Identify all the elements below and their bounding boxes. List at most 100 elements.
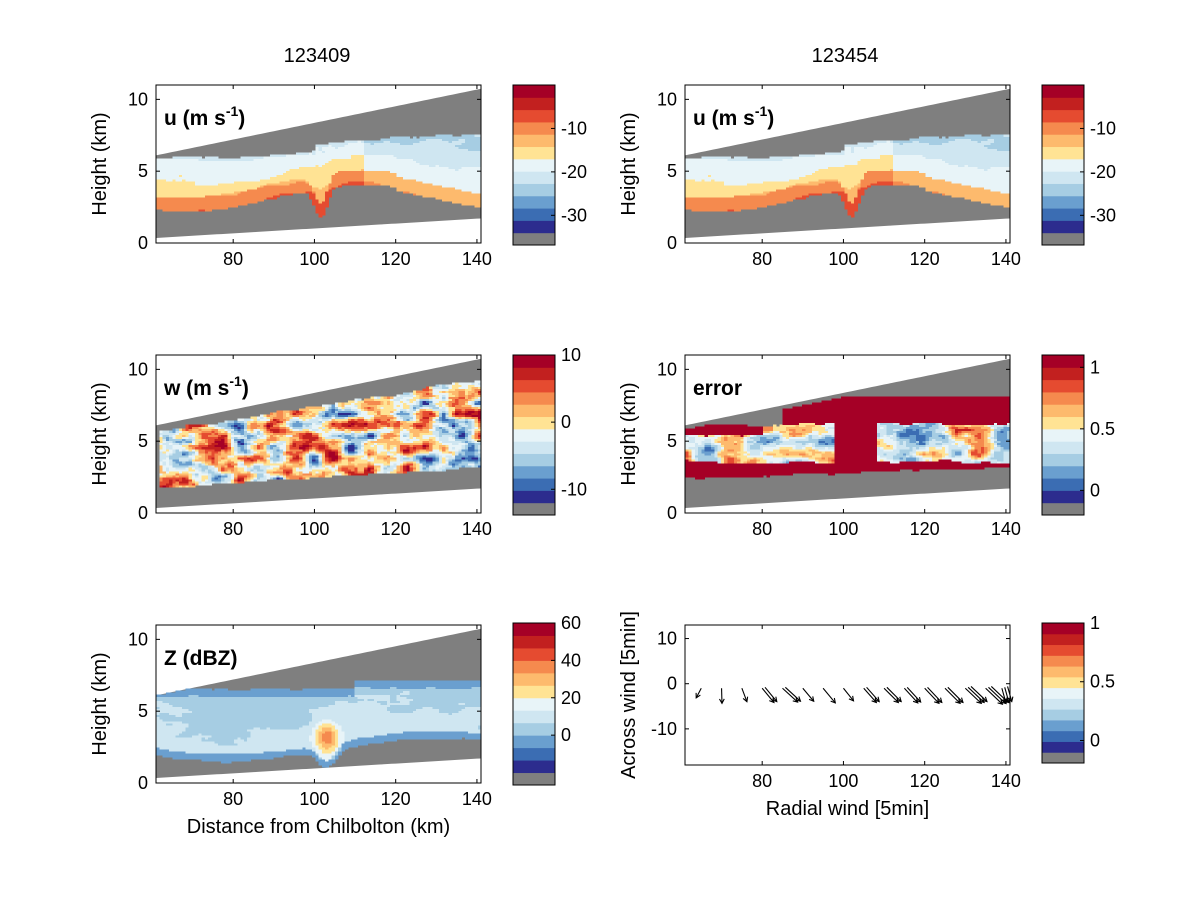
wind-arrow	[964, 687, 983, 705]
colorbar-swatch	[513, 672, 555, 686]
y-tick-label: 10	[128, 89, 148, 109]
plot-background	[685, 625, 1010, 765]
x-tick-label: 120	[381, 519, 411, 539]
colorbar-swatch	[1042, 134, 1084, 148]
y-tick-label: 0	[667, 233, 677, 253]
y-tick-label: 5	[667, 431, 677, 451]
colorbar-tick-label: -30	[1090, 205, 1116, 225]
axes-frame	[155, 624, 482, 784]
axes-frame	[684, 624, 1011, 766]
y-tick-label: 10	[128, 629, 148, 649]
colorbar-swatch	[513, 490, 555, 504]
colorbar-swatch	[513, 441, 555, 454]
panel-top-right: 80 100 120 140 0 5 10 Height (km) u (m s-1) -30 -2…	[618, 84, 1116, 269]
wind-arrow	[883, 687, 900, 704]
x-tick-label: 80	[752, 519, 772, 539]
colorbar-swatch	[513, 747, 555, 761]
colorbar-swatch	[513, 697, 555, 711]
x-tick-label: 80	[223, 519, 243, 539]
colorbar-swatch	[1042, 478, 1084, 491]
x-tick-label: 80	[752, 771, 772, 791]
y-axis-label: Height (km)	[89, 382, 111, 485]
wind-arrow	[967, 686, 985, 704]
x-tick-label: 120	[381, 249, 411, 269]
colorbar-swatch	[513, 97, 555, 111]
colorbar-swatch	[1042, 367, 1084, 381]
colorbar-swatch	[1042, 416, 1084, 430]
wind-arrow	[843, 687, 855, 702]
y-tick-label: 5	[138, 161, 148, 181]
colorbar-frame	[1041, 622, 1085, 764]
wind-arrow	[886, 686, 902, 703]
wind-arrow	[761, 687, 775, 704]
x-tick-label: 100	[828, 771, 858, 791]
plot-area	[685, 85, 1010, 243]
colorbar: -30 -20 -10	[512, 84, 587, 246]
field-Z	[156, 680, 481, 768]
panel-bottom-left: 80 100 120 140 0 5 10 Height (km) Distance from …	[89, 613, 581, 838]
colorbar-swatch	[513, 134, 555, 148]
x-tick-label: 140	[462, 789, 492, 809]
colorbar-swatch	[513, 220, 555, 234]
x-tick-label: 80	[223, 249, 243, 269]
x-tick-label: 120	[910, 519, 940, 539]
x-tick-label: 140	[462, 249, 492, 269]
colorbar-swatch	[1042, 465, 1084, 479]
colorbar-swatch	[1042, 666, 1084, 678]
y-tick-label: 10	[657, 89, 677, 109]
x-tick-label: 80	[223, 789, 243, 809]
colorbar-frame	[1041, 354, 1085, 516]
y-axis-label: Height (km)	[618, 382, 640, 485]
colorbar-swatch	[1042, 85, 1084, 98]
wind-arrow	[866, 686, 880, 703]
colorbar-tick-label: 0	[561, 412, 571, 432]
colorbar-swatch	[513, 685, 555, 699]
colorbar-swatch-missing	[513, 502, 555, 515]
colorbar-frame	[512, 622, 556, 786]
colorbar-swatch	[513, 735, 555, 749]
wind-arrow	[927, 686, 943, 704]
colorbar-swatch	[1042, 404, 1084, 418]
field-u	[156, 134, 481, 218]
wind-arrow	[944, 687, 961, 705]
x-tick-label: 140	[991, 519, 1021, 539]
colorbar-swatch	[1042, 490, 1084, 504]
x-axis-label: Distance from Chilbolton (km)	[187, 816, 450, 838]
x-axis-label: Radial wind [5min]	[766, 798, 929, 820]
colorbar-tick-label: 0	[1090, 480, 1100, 500]
colorbar-tick-label: -10	[561, 479, 587, 499]
colorbar-swatch	[1042, 146, 1084, 160]
wind-arrow	[906, 686, 922, 703]
colorbar-tick-label: 60	[561, 613, 581, 633]
wind-arrow	[863, 687, 878, 704]
x-tick-label: 100	[299, 789, 329, 809]
y-axis-label: Height (km)	[89, 112, 111, 215]
y-tick-label: -10	[651, 719, 677, 739]
colorbar-swatch	[1042, 171, 1084, 184]
colorbar-swatch	[513, 416, 555, 430]
colorbar-swatch	[1042, 109, 1084, 123]
colorbar-swatch	[1042, 121, 1084, 135]
colorbar-swatch	[513, 710, 555, 724]
colorbar-swatch	[513, 183, 555, 197]
colorbar-swatch	[513, 121, 555, 135]
y-tick-label: 0	[138, 233, 148, 253]
colorbar-swatch	[513, 760, 555, 774]
colorbar-swatch	[1042, 687, 1084, 699]
axes-frame	[684, 84, 1011, 244]
colorbar-swatch	[1042, 655, 1084, 667]
wind-arrows	[695, 686, 1014, 705]
colorbar-swatch	[1042, 698, 1084, 710]
y-tick-label: 10	[128, 359, 148, 379]
colorbar-swatch	[513, 404, 555, 418]
colorbar-swatch	[513, 465, 555, 479]
colorbar-swatch-missing	[513, 232, 555, 245]
colorbar-swatch	[1042, 741, 1084, 753]
colorbar-swatch	[1042, 719, 1084, 732]
x-tick-label: 80	[752, 249, 772, 269]
x-tick-label: 100	[299, 519, 329, 539]
x-tick-label: 120	[910, 771, 940, 791]
colorbar-swatch	[513, 722, 555, 736]
y-tick-label: 10	[657, 629, 677, 649]
